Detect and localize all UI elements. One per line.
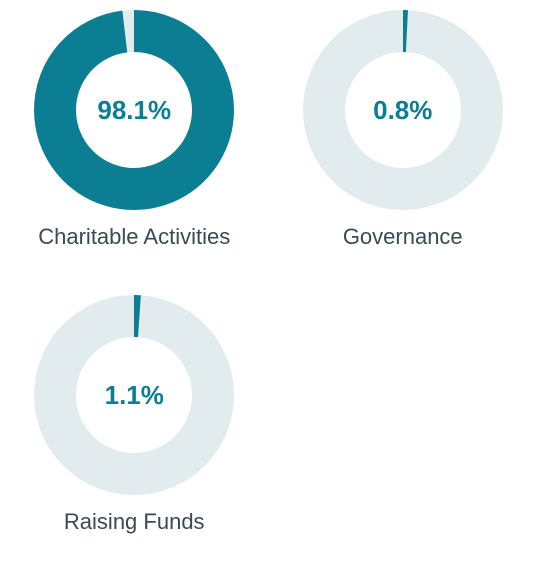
donut-center-value: 0.8%: [303, 10, 503, 210]
donut-center-value: 98.1%: [34, 10, 234, 210]
donut-governance: 0.8%: [303, 10, 503, 210]
donut-raising: 1.1%: [34, 295, 234, 495]
donut-center-value: 1.1%: [34, 295, 234, 495]
donut-label: Raising Funds: [64, 509, 205, 535]
cell-governance: 0.8% Governance: [269, 0, 537, 285]
donut-label: Governance: [343, 224, 463, 250]
cell-raising: 1.1% Raising Funds: [0, 285, 269, 570]
donut-label: Charitable Activities: [38, 224, 230, 250]
cell-charitable: 98.1% Charitable Activities: [0, 0, 269, 285]
donut-charitable: 98.1%: [34, 10, 234, 210]
cell-empty: [269, 285, 537, 570]
donut-grid: 98.1% Charitable Activities 0.8% Governa…: [0, 0, 537, 570]
